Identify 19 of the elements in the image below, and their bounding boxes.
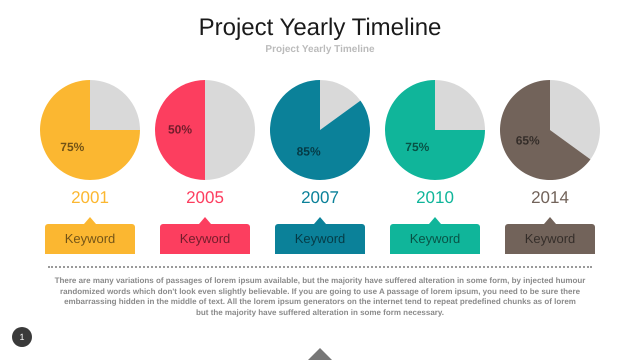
text: 2014	[530, 188, 570, 208]
text: 2010	[415, 188, 455, 208]
text: Keyword	[505, 224, 595, 254]
text: 2007	[300, 188, 340, 208]
data-label: 75%	[405, 140, 430, 154]
text: 2005	[185, 188, 225, 208]
data-label: 85%	[296, 144, 321, 159]
text: 1	[12, 327, 32, 347]
data-label: 50%	[168, 122, 192, 136]
text: Project Yearly Timeline	[264, 44, 376, 55]
text: Keyword	[160, 224, 250, 254]
data-label: 75%	[60, 140, 85, 154]
text: Keyword	[390, 224, 480, 254]
text: Project Yearly Timeline	[198, 14, 442, 42]
text: Keyword	[275, 224, 365, 254]
text: There are many variations of passages of lorem ipsum available, but the majority have suffered alteration in some form, by injected humour randomized words which don't look even slightly believable. If you are going to use A passage of lorem ipsum, you need to be sure there embarrassing hidden in the middle of text. All the lorem ipsum generators on the internet tend to repeat predefined chunks as of lorem but the majority have suffered alteration in some form necessary.	[54, 276, 586, 318]
text: Keyword	[45, 224, 135, 254]
data-label: 65%	[516, 134, 540, 148]
text: 2001	[70, 188, 110, 208]
